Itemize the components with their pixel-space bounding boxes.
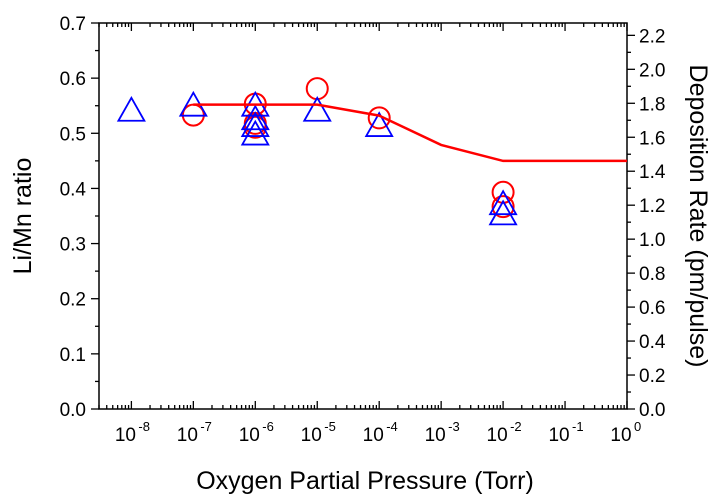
x-tick-exponent: -4 [386, 419, 398, 434]
left-y-tick-label: 0.5 [60, 124, 86, 145]
x-tick-label: 10 [610, 425, 631, 446]
x-tick-exponent: -3 [448, 419, 460, 434]
x-tick-label: 10 [548, 425, 569, 446]
x-tick-exponent: -7 [200, 419, 212, 434]
x-tick-exponent: -5 [324, 419, 336, 434]
data-layer [118, 78, 627, 224]
x-tick-label: 10 [363, 425, 384, 446]
right-y-tick-label: 1.8 [639, 94, 665, 115]
right-y-tick-label: 0.8 [639, 264, 665, 285]
left-y-tick-label: 0.6 [60, 69, 86, 90]
right-y-tick-label: 0.0 [639, 400, 665, 421]
left-y-tick-label: 0.0 [60, 400, 86, 421]
x-tick-label: 10 [301, 425, 322, 446]
left-y-tick-label: 0.3 [60, 235, 86, 256]
triangle-point [304, 98, 330, 121]
x-tick-exponent: 0 [634, 419, 641, 434]
right-y-tick-label: 1.0 [639, 230, 665, 251]
right-y-tick-label: 0.6 [639, 298, 665, 319]
x-tick-exponent: -6 [262, 419, 274, 434]
right-y-tick-label: 1.6 [639, 128, 665, 149]
right-y-tick-label: 2.2 [639, 26, 665, 47]
left-y-tick-label: 0.4 [60, 179, 87, 200]
right-y-axis-title: Deposition Rate (pm/pulse) [684, 65, 712, 368]
ticks-layer [91, 23, 635, 409]
left-y-tick-label: 0.7 [60, 14, 86, 35]
left-y-tick-label: 0.1 [60, 345, 86, 366]
right-y-tick-label: 1.4 [639, 162, 666, 183]
right-y-tick-label: 1.2 [639, 196, 665, 217]
x-tick-exponent: -1 [572, 419, 584, 434]
x-tick-exponent: -2 [510, 419, 522, 434]
x-tick-label: 10 [425, 425, 446, 446]
triangle-point [118, 98, 144, 121]
x-tick-label: 10 [177, 425, 198, 446]
right-y-tick-label: 2.0 [639, 60, 665, 81]
x-tick-label: 10 [239, 425, 260, 446]
left-y-axis-title: Li/Mn ratio [9, 158, 37, 275]
x-tick-label: 10 [487, 425, 508, 446]
right-y-tick-label: 0.4 [639, 332, 666, 353]
x-tick-label: 10 [115, 425, 136, 446]
x-axis-title: Oxygen Partial Pressure (Torr) [196, 467, 534, 495]
plot-frame [99, 23, 627, 409]
x-tick-exponent: -8 [138, 419, 150, 434]
labels-layer: 10 -8 10 -7 10 -6 10 -5 10 -4 10 -3 10 -2 10 -1 10 00.00.… [60, 14, 666, 446]
left-y-tick-label: 0.2 [60, 290, 86, 311]
right-y-tick-label: 0.2 [639, 366, 665, 387]
